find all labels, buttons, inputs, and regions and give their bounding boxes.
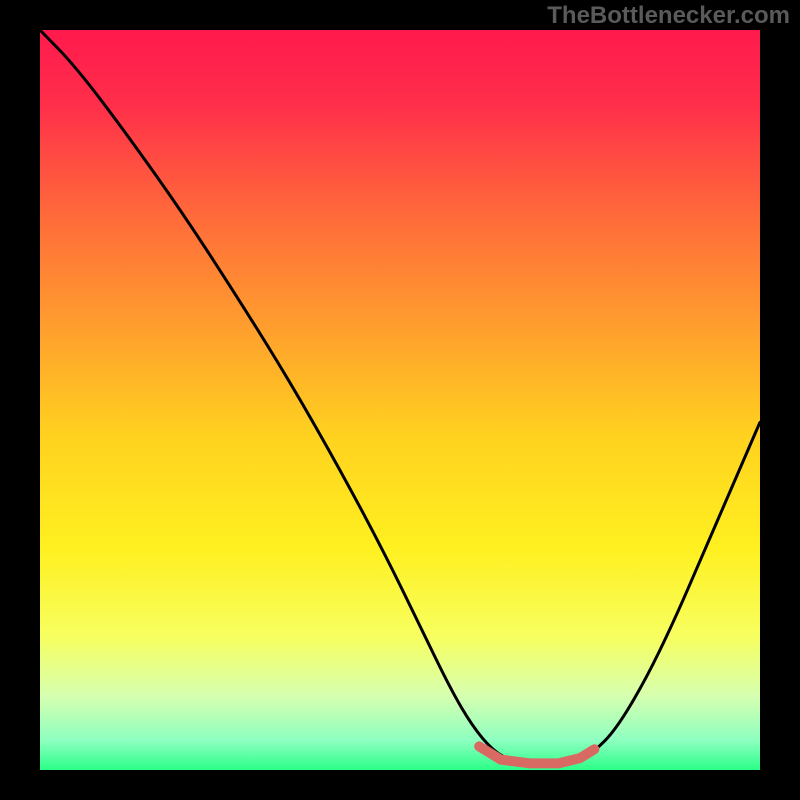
watermark-text: TheBottlenecker.com [547,2,790,30]
bottleneck-curve-chart [0,0,800,800]
chart-wrapper: TheBottlenecker.com [0,0,800,800]
plot-background [40,30,760,770]
